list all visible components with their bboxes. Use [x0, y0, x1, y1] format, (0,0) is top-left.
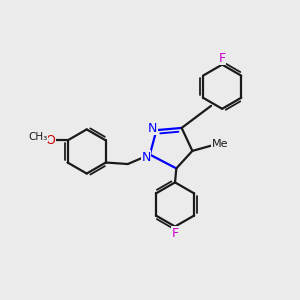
Text: N: N — [141, 151, 151, 164]
Text: Me: Me — [212, 139, 228, 149]
Text: O: O — [45, 134, 55, 147]
Text: CH₃: CH₃ — [28, 132, 48, 142]
Text: N: N — [148, 122, 157, 135]
Text: F: F — [172, 226, 178, 239]
Text: F: F — [219, 52, 226, 64]
